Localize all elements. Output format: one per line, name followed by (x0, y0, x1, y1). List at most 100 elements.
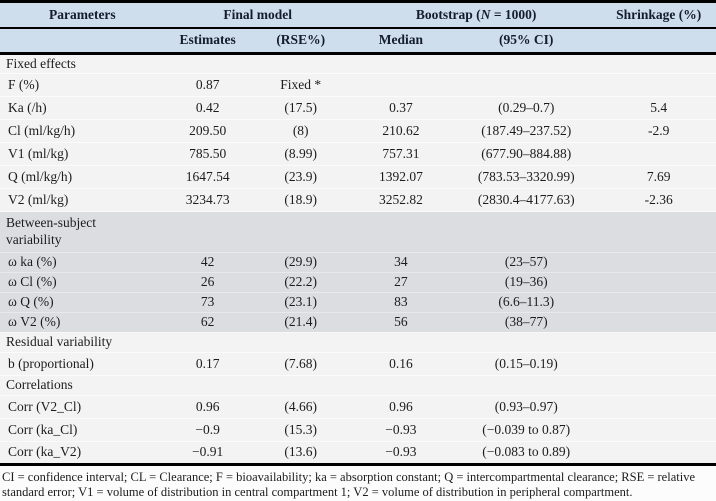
cell-shrinkage (601, 418, 716, 442)
cell-rse: (17.5) (250, 96, 351, 120)
cell-median: 0.37 (350, 96, 452, 120)
cell-parameter: Corr (ka_V2) (0, 441, 165, 465)
section-row-fixed-effects: Fixed effects (0, 53, 716, 74)
cell-rse: Fixed * (250, 73, 351, 97)
section-label: Between-subject variability (0, 211, 716, 253)
cell-median: 27 (350, 272, 452, 293)
cell-parameter: ω V2 (%) (0, 312, 165, 333)
cell-rse: (23.9) (250, 165, 351, 189)
cell-ci: (38–77) (451, 312, 602, 333)
cell-median: 757.31 (350, 142, 452, 166)
table-row: Corr (ka_V2) −0.91 (13.6) −0.93 (−0.083 … (0, 441, 716, 465)
col-subheader-rse: (RSE%) (250, 27, 351, 55)
cell-median: −0.93 (350, 418, 452, 442)
cell-estimate: 3234.73 (164, 188, 251, 212)
cell-ci: (−0.039 to 0.87) (451, 418, 602, 442)
cell-median: 210.62 (350, 119, 452, 143)
cell-ci: (677.90–884.88) (451, 142, 602, 166)
table-header: Parameters Final model Bootstrap (N = 10… (0, 1, 716, 55)
table-row: V1 (ml/kg) 785.50 (8.99) 757.31 (677.90–… (0, 142, 716, 166)
section-label: Correlations (0, 375, 716, 396)
table-row: F (%) 0.87 Fixed * (0, 73, 716, 97)
header-sub-row: Estimates (RSE%) Median (95% CI) (0, 27, 716, 55)
pk-parameters-table: Parameters Final model Bootstrap (N = 10… (0, 0, 716, 466)
cell-parameter: F (%) (0, 73, 165, 97)
col-subheader-empty (0, 27, 165, 55)
col-group-bootstrap: Bootstrap (N = 1000) (350, 1, 602, 29)
cell-estimate: 26 (164, 272, 251, 293)
table-row: Ka (/h) 0.42 (17.5) 0.37 (0.29–0.7) 5.4 (0, 96, 716, 120)
cell-median: 1392.07 (350, 165, 452, 189)
cell-median: 56 (350, 312, 452, 333)
col-group-final-model: Final model (164, 1, 351, 29)
cell-parameter: V1 (ml/kg) (0, 142, 165, 166)
cell-shrinkage (601, 352, 716, 376)
table-footnotes: CI = confidence interval; CL = Clearance… (0, 466, 716, 501)
section-row-between-subject-variability: Between-subject variability (0, 211, 716, 253)
cell-parameter: Cl (ml/kg/h) (0, 119, 165, 143)
col-subheader-median: Median (350, 27, 452, 55)
cell-shrinkage (601, 73, 716, 97)
table-row: Corr (V2_Cl) 0.96 (4.66) 0.96 (0.93–0.97… (0, 395, 716, 419)
cell-shrinkage (601, 441, 716, 465)
cell-estimate: 62 (164, 312, 251, 333)
cell-ci: (2830.4–4177.63) (451, 188, 602, 212)
table-row: Corr (ka_Cl) −0.9 (15.3) −0.93 (−0.039 t… (0, 418, 716, 442)
cell-estimate: 42 (164, 252, 251, 273)
table-row: Cl (ml/kg/h) 209.50 (8) 210.62 (187.49–2… (0, 119, 716, 143)
col-header-shrinkage: Shrinkage (%) (601, 1, 716, 29)
cell-ci: (6.6–11.3) (451, 292, 602, 313)
table-row: ω ka (%) 42 (29.9) 34 (23–57) (0, 252, 716, 273)
col-header-parameters: Parameters (0, 1, 165, 29)
cell-shrinkage: -2.9 (601, 119, 716, 143)
cell-shrinkage: 7.69 (601, 165, 716, 189)
cell-ci: (187.49–237.52) (451, 119, 602, 143)
cell-median: 34 (350, 252, 452, 273)
cell-estimate: 73 (164, 292, 251, 313)
cell-parameter: Corr (V2_Cl) (0, 395, 165, 419)
table-row: ω V2 (%) 62 (21.4) 56 (38–77) (0, 312, 716, 333)
cell-parameter: Q (ml/kg/h) (0, 165, 165, 189)
cell-estimate: 0.87 (164, 73, 251, 97)
cell-ci: (0.29–0.7) (451, 96, 602, 120)
section-label-text: Between-subject variability (6, 215, 96, 247)
cell-rse: (21.4) (250, 312, 351, 333)
cell-median: 3252.82 (350, 188, 452, 212)
table-row: Q (ml/kg/h) 1647.54 (23.9) 1392.07 (783.… (0, 165, 716, 189)
cell-median: 0.96 (350, 395, 452, 419)
cell-parameter: ω Q (%) (0, 292, 165, 313)
cell-shrinkage (601, 292, 716, 313)
cell-estimate: 209.50 (164, 119, 251, 143)
cell-median: 83 (350, 292, 452, 313)
cell-ci: (−0.083 to 0.89) (451, 441, 602, 465)
cell-parameter: ω ka (%) (0, 252, 165, 273)
cell-parameter: b (proportional) (0, 352, 165, 376)
header-group-row: Parameters Final model Bootstrap (N = 10… (0, 1, 716, 29)
cell-rse: (8) (250, 119, 351, 143)
cell-shrinkage: -2.36 (601, 188, 716, 212)
section-row-residual-variability: Residual variability (0, 332, 716, 353)
cell-rse: (18.9) (250, 188, 351, 212)
cell-estimate: 0.96 (164, 395, 251, 419)
table-row: ω Cl (%) 26 (22.2) 27 (19–36) (0, 272, 716, 293)
bootstrap-label-n: N (480, 6, 491, 22)
cell-estimate: −0.91 (164, 441, 251, 465)
cell-estimate: 1647.54 (164, 165, 251, 189)
cell-ci: (783.53–3320.99) (451, 165, 602, 189)
cell-rse: (13.6) (250, 441, 351, 465)
bootstrap-label-prefix: Bootstrap ( (415, 6, 481, 22)
col-subheader-empty2 (601, 27, 716, 55)
cell-parameter: V2 (ml/kg) (0, 188, 165, 212)
cell-median: 0.16 (350, 352, 452, 376)
cell-shrinkage (601, 142, 716, 166)
table-row: ω Q (%) 73 (23.1) 83 (6.6–11.3) (0, 292, 716, 313)
cell-estimate: 0.42 (164, 96, 251, 120)
cell-ci: (0.93–0.97) (451, 395, 602, 419)
cell-rse: (23.1) (250, 292, 351, 313)
cell-estimate: 0.17 (164, 352, 251, 376)
cell-estimate: 785.50 (164, 142, 251, 166)
table-row: b (proportional) 0.17 (7.68) 0.16 (0.15–… (0, 352, 716, 376)
cell-parameter: Ka (/h) (0, 96, 165, 120)
col-subheader-ci: (95% CI) (451, 27, 602, 55)
